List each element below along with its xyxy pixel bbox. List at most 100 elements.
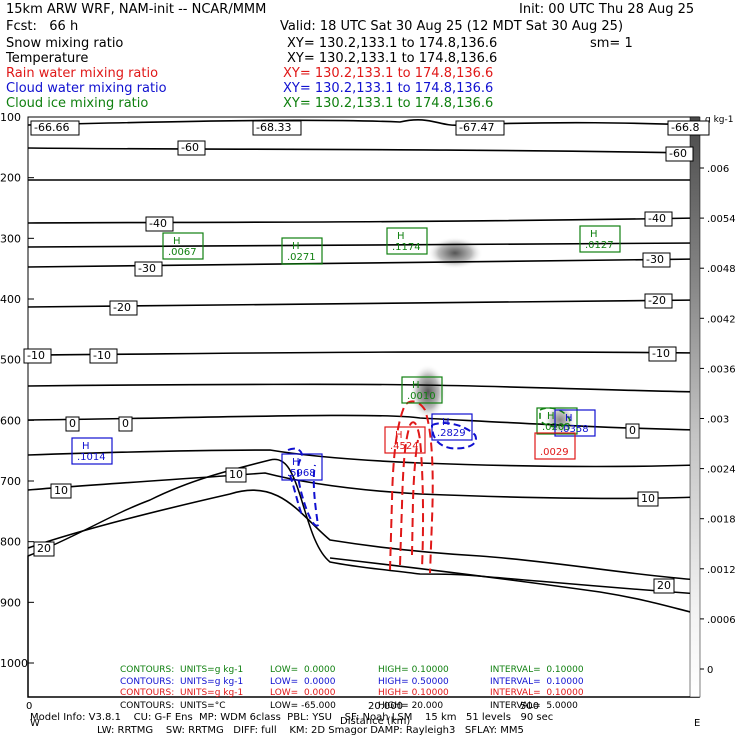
y-tick-label: 100 xyxy=(0,111,21,124)
maxima-value: .0010 xyxy=(407,391,436,402)
y-tick-label: 700 xyxy=(0,475,21,488)
x-end-label-east: E xyxy=(694,718,700,729)
isotherm-label: 10 xyxy=(229,468,243,481)
colorbar-label: .003 xyxy=(707,415,729,426)
maxima-box xyxy=(536,407,578,435)
field-xy-snow: XY= 130.2,133.1 to 174.8,136.6 xyxy=(287,36,498,51)
snow-blob xyxy=(427,237,483,269)
field-name-snow: Snow mixing ratio xyxy=(6,36,124,51)
contour-units: CONTOURS: UNITS=°C xyxy=(120,701,226,711)
field-name-rain: Rain water mixing ratio xyxy=(6,66,159,81)
isotherm-label-box xyxy=(667,120,710,136)
isotherm-label-box xyxy=(252,120,302,136)
maxima-box xyxy=(534,432,576,460)
field-xy-temperature: XY= 130.2,133.1 to 174.8,136.6 xyxy=(287,51,498,66)
maxima-letter: H xyxy=(590,229,598,240)
colorbar-label: .0012 xyxy=(707,565,736,576)
isotherm-label-box xyxy=(30,120,80,136)
field-xy-rain: XY= 130.2,133.1 to 174.8,136.6 xyxy=(283,66,494,81)
isotherm-label-box xyxy=(455,120,505,136)
contour-high: HIGH= 20.000 xyxy=(378,701,444,711)
isotherm-label-box xyxy=(23,348,52,364)
colorbar-label: 0 xyxy=(707,665,713,676)
contour-units: CONTOURS: UNITS=g kg-1 xyxy=(120,677,244,687)
maxima-box xyxy=(71,437,113,465)
x-tick-label: 20.000 xyxy=(368,701,403,712)
colorbar-labels: .006 .0054 .0048 .0042 .0036 .003 .0024 .0018 .0… xyxy=(700,164,736,676)
rain-contours xyxy=(389,400,434,574)
maxima-box xyxy=(431,413,473,441)
y-tick-label: 200 xyxy=(0,172,21,185)
maxima-box xyxy=(281,237,323,265)
isotherm-label: -67.47 xyxy=(459,121,494,134)
isotherm-label-box xyxy=(644,293,673,309)
snow-blob xyxy=(544,404,576,436)
contour-interval: INTERVAL= 0.10000 xyxy=(490,665,584,675)
contour-low: LOW= -65.000 xyxy=(270,701,336,711)
snow-shading xyxy=(410,237,576,436)
contour-interval: INTERVAL= 0.10000 xyxy=(490,688,584,698)
maxima-letter: H xyxy=(412,380,420,391)
y-axis-labels: 100 200 300 400 500 600 700 800 900 1000 xyxy=(0,111,28,670)
contour-low: LOW= 0.0000 xyxy=(270,688,336,698)
field-name-cloud-ice: Cloud ice mixing ratio xyxy=(6,96,149,111)
isotherm-label-box xyxy=(225,467,247,483)
y-tick-label: 600 xyxy=(0,414,21,427)
forecast-hour: Fcst: 66 h xyxy=(6,19,79,34)
isotherm-label-box xyxy=(145,216,174,232)
contour-high: HIGH= 0.50000 xyxy=(378,677,449,687)
y-tick-label: 300 xyxy=(0,232,21,245)
colorbar-label: .0054 xyxy=(707,214,736,225)
isotherm-label-box xyxy=(33,541,55,557)
x-tick-label: 0 xyxy=(26,701,32,712)
isotherm-label: -10 xyxy=(27,349,45,362)
maxima-box xyxy=(401,376,443,404)
y-tick-label: 900 xyxy=(0,596,21,609)
contour-units: CONTOURS: UNITS=g kg-1 xyxy=(120,665,244,675)
maxima-value: .1014 xyxy=(77,452,106,463)
isotherm-label-box xyxy=(665,146,694,162)
isotherm-label-box xyxy=(648,346,677,362)
isotherm-label-box xyxy=(177,140,206,156)
maxima-value: .5968 xyxy=(287,468,316,479)
maxima-value: .0271 xyxy=(287,252,316,263)
isotherm-label-box xyxy=(637,491,659,507)
colorbar-label: .0048 xyxy=(707,264,736,275)
isotherm-label: 0 xyxy=(69,417,76,430)
isotherm-label-box xyxy=(642,252,671,268)
isotherm-label: -60 xyxy=(181,141,199,154)
maxima-labels: H.0067H.0271H.1174H.0127H.0010H.0203H.10… xyxy=(71,225,621,481)
contour-high: HIGH= 0.10000 xyxy=(378,665,449,675)
maxima-value: .0127 xyxy=(585,240,614,251)
colorbar-label: .0018 xyxy=(707,515,736,526)
isotherm-label-box xyxy=(89,348,118,364)
isotherm-label: -20 xyxy=(113,301,131,314)
maxima-value: .4524 xyxy=(390,441,419,452)
isotherm-label: -10 xyxy=(652,347,670,360)
colorbar-label: .0036 xyxy=(707,364,736,375)
isotherm-label: -66.8 xyxy=(671,121,699,134)
maxima-box xyxy=(281,453,323,481)
isotherm-label: -66.66 xyxy=(34,121,69,134)
y-axis xyxy=(28,116,34,664)
isotherm-label-box xyxy=(50,483,72,499)
field-xy-cloud-ice: XY= 130.2,133.1 to 174.8,136.6 xyxy=(283,96,494,111)
maxima-value: .2829 xyxy=(437,428,466,439)
maxima-box xyxy=(386,227,428,255)
isotherm-label: -20 xyxy=(648,294,666,307)
isotherm-label: 20 xyxy=(657,579,671,592)
colorbar-label: .0024 xyxy=(707,465,736,476)
isotherm-label: 10 xyxy=(641,492,655,505)
maxima-value: .1174 xyxy=(392,242,421,253)
isotherm-label: -60 xyxy=(669,147,687,160)
isotherm-label: -30 xyxy=(138,262,156,275)
contour-low: LOW= 0.0000 xyxy=(270,677,336,687)
maxima-box xyxy=(384,426,426,454)
physics-info: LW: RRTMG SW: RRTMG DIFF: full KM: 2D Sm… xyxy=(97,725,524,736)
isotherm-label: 10 xyxy=(54,484,68,497)
maxima-value: .0358 xyxy=(560,424,589,435)
maxima-value: .0029 xyxy=(540,447,569,458)
isotherm-label-box xyxy=(653,578,675,594)
maxima-letter: H xyxy=(292,457,300,468)
